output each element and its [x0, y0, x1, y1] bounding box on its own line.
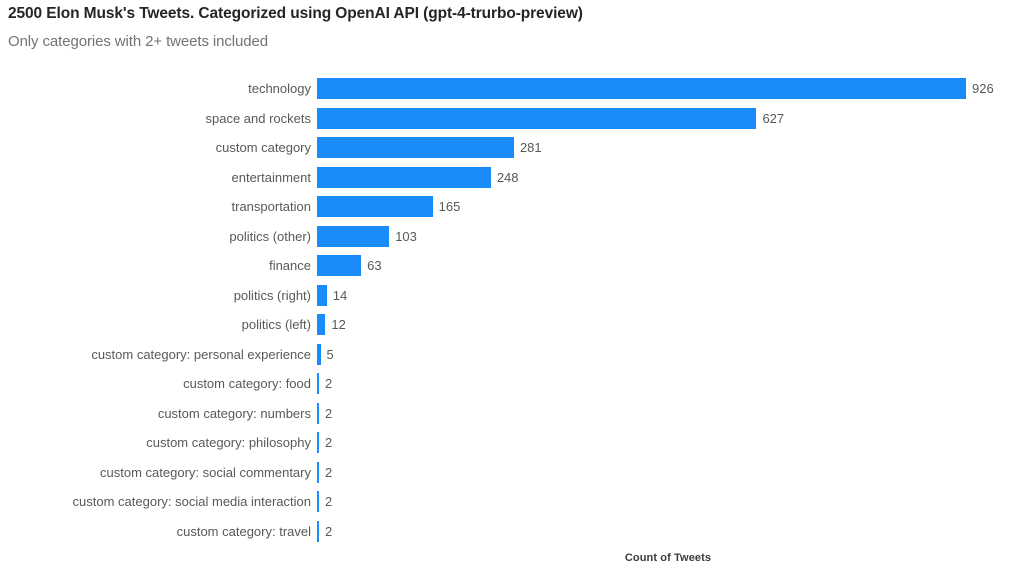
bar-value-label: 12: [331, 317, 346, 333]
bar-value-label: 5: [326, 346, 334, 362]
bar-row: technology 926: [0, 74, 1024, 104]
category-label: custom category: social media interactio…: [72, 494, 311, 509]
bar-row: custom category: philosophy 2: [0, 428, 1024, 458]
bar-row: politics (other) 103: [0, 222, 1024, 252]
bar-group: 926: [317, 74, 994, 104]
bar-value-label: 2: [325, 376, 333, 392]
bar-group: 63: [317, 251, 382, 281]
bar-row: custom category: personal experience 5: [0, 340, 1024, 370]
category-label: custom category: personal experience: [91, 346, 311, 362]
bar-row: finance 63: [0, 251, 1024, 281]
chart-subtitle: Only categories with 2+ tweets included: [8, 33, 268, 50]
bar-value-label: 926: [972, 81, 994, 97]
category-label: finance: [269, 258, 311, 273]
bar-value-label: 248: [496, 169, 519, 185]
category-label: space and rockets: [205, 110, 311, 126]
bar-row: custom category: social media interactio…: [0, 487, 1024, 517]
bar-row: space and rockets 627: [0, 104, 1024, 134]
bar-value-label: 2: [325, 435, 333, 451]
bar[interactable]: [317, 284, 327, 306]
category-label: transportation: [231, 199, 312, 214]
bar[interactable]: [317, 137, 514, 159]
bar[interactable]: [317, 314, 326, 336]
bar-value-label: 63: [367, 258, 382, 274]
bar[interactable]: [317, 373, 319, 395]
bar-value-label: 103: [395, 228, 417, 244]
bar[interactable]: [317, 491, 319, 513]
bar[interactable]: [317, 107, 757, 129]
bar[interactable]: [317, 225, 390, 247]
bar-row: custom category: social commentary 2: [0, 458, 1024, 488]
bar[interactable]: [317, 78, 966, 100]
bar-row: transportation 165: [0, 192, 1024, 222]
bar-value-label: 2: [325, 523, 333, 539]
category-label: politics (right): [233, 287, 311, 303]
category-label: custom category: travel: [176, 523, 311, 539]
bar-value-label: 14: [332, 287, 348, 303]
category-label: politics (other): [229, 228, 311, 244]
bar[interactable]: [317, 402, 319, 424]
bar-group: 165: [317, 192, 460, 222]
category-label: custom category: social commentary: [100, 464, 311, 480]
bar-value-label: 2: [325, 494, 333, 510]
bar-group: 248: [317, 163, 519, 193]
category-label: custom category: [215, 140, 311, 155]
bar-value-label: 627: [762, 110, 785, 126]
bar-row: politics (right) 14: [0, 281, 1024, 311]
bar-value-label: 165: [438, 199, 461, 215]
category-label: politics (left): [241, 317, 311, 332]
category-label: entertainment: [231, 169, 312, 185]
bar-row: politics (left) 12: [0, 310, 1024, 340]
bar-value-label: 2: [325, 405, 333, 421]
category-label: custom category: philosophy: [146, 435, 311, 450]
bar-group: 14: [317, 281, 347, 311]
bar[interactable]: [317, 461, 319, 483]
bar-group: 2: [317, 487, 332, 517]
bar[interactable]: [317, 166, 491, 188]
bar[interactable]: [317, 520, 319, 542]
bar-row: custom category: food 2: [0, 369, 1024, 399]
x-axis-title: Count of Tweets: [0, 552, 1024, 564]
bar[interactable]: [317, 343, 321, 365]
bar[interactable]: [317, 255, 362, 277]
bar-group: 103: [317, 222, 417, 252]
bar-group: 2: [317, 369, 332, 399]
bar-group: 2: [317, 428, 332, 458]
x-axis-title-text: Count of Tweets: [624, 552, 712, 564]
bar-value-label: 281: [519, 140, 542, 156]
bar-value-label: 2: [325, 464, 333, 480]
bar-group: 12: [317, 310, 346, 340]
bar-row: custom category 281: [0, 133, 1024, 163]
bar-group: 281: [317, 133, 542, 163]
plot-area: technology 926 space and rockets 627 custom …: [0, 60, 1024, 542]
category-label: technology: [248, 81, 311, 96]
bar[interactable]: [317, 432, 319, 454]
bar[interactable]: [317, 196, 433, 218]
bar-group: 2: [317, 399, 332, 429]
bar-group: 2: [317, 517, 332, 547]
category-label: custom category: food: [183, 376, 311, 391]
chart-title: 2500 Elon Musk's Tweets. Categorized usi…: [8, 5, 583, 22]
bar-row: entertainment 248: [0, 163, 1024, 193]
bar-group: 627: [317, 104, 784, 134]
bar-group: 2: [317, 458, 332, 488]
category-label: custom category: numbers: [157, 405, 311, 421]
bar-row: custom category: travel 2: [0, 517, 1024, 547]
bar-group: 5: [317, 340, 334, 370]
bar-row: custom category: numbers 2: [0, 399, 1024, 429]
